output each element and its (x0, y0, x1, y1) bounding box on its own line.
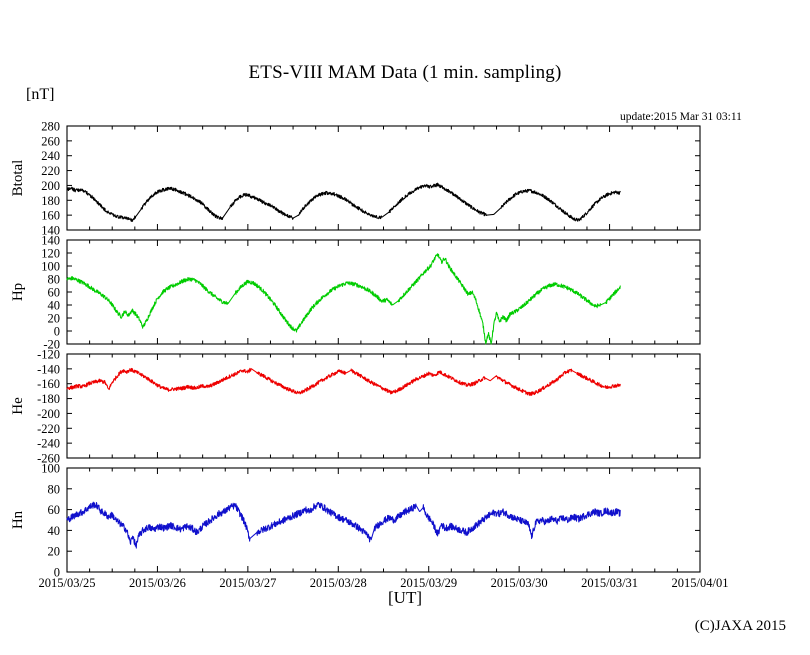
svg-text:2015/03/30: 2015/03/30 (491, 576, 548, 590)
svg-text:2015/03/27: 2015/03/27 (219, 576, 276, 590)
svg-text:2015/03/28: 2015/03/28 (310, 576, 367, 590)
update-timestamp: update:2015 Mar 31 03:11 (620, 111, 742, 123)
svg-text:120: 120 (41, 247, 60, 261)
svg-text:160: 160 (41, 209, 60, 223)
svg-text:140: 140 (41, 234, 60, 248)
svg-text:2015/03/29: 2015/03/29 (400, 576, 457, 590)
svg-text:Hn: Hn (10, 510, 26, 529)
svg-text:100: 100 (41, 260, 60, 274)
copyright-notice: (C)JAXA 2015 (694, 618, 786, 634)
svg-text:He: He (10, 397, 26, 415)
svg-text:100: 100 (41, 462, 60, 476)
y-unit-label: [nT] (26, 86, 55, 103)
svg-text:-180: -180 (37, 392, 60, 406)
svg-text:-20: -20 (43, 338, 60, 352)
svg-text:220: 220 (41, 164, 60, 178)
svg-text:60: 60 (48, 286, 61, 300)
svg-text:2015/03/31: 2015/03/31 (581, 576, 638, 590)
svg-text:-140: -140 (37, 362, 60, 376)
svg-text:180: 180 (41, 194, 60, 208)
svg-text:60: 60 (48, 503, 61, 517)
svg-text:80: 80 (48, 273, 61, 287)
svg-text:0: 0 (54, 566, 60, 580)
svg-text:Btotal: Btotal (10, 160, 26, 197)
svg-text:40: 40 (48, 299, 61, 313)
x-axis-label: [UT] (388, 588, 422, 607)
svg-text:-260: -260 (37, 452, 60, 466)
svg-text:2015/03/25: 2015/03/25 (39, 576, 96, 590)
svg-text:140: 140 (41, 224, 60, 238)
svg-text:-160: -160 (37, 377, 60, 391)
svg-text:280: 280 (41, 120, 60, 134)
svg-text:40: 40 (48, 524, 61, 538)
svg-text:80: 80 (48, 482, 61, 496)
svg-text:-200: -200 (37, 407, 60, 421)
svg-text:-220: -220 (37, 422, 60, 436)
svg-text:2015/03/26: 2015/03/26 (129, 576, 186, 590)
svg-text:20: 20 (48, 312, 61, 326)
svg-text:20: 20 (48, 545, 61, 559)
svg-text:2015/04/01: 2015/04/01 (672, 576, 729, 590)
svg-text:240: 240 (41, 149, 60, 163)
svg-text:200: 200 (41, 179, 60, 193)
svg-text:-240: -240 (37, 437, 60, 451)
svg-text:-120: -120 (37, 348, 60, 362)
svg-text:Hp: Hp (10, 283, 26, 301)
chart-title: ETS-VIII MAM Data (1 min. sampling) (248, 62, 562, 83)
svg-text:260: 260 (41, 134, 60, 148)
svg-text:0: 0 (54, 325, 60, 339)
